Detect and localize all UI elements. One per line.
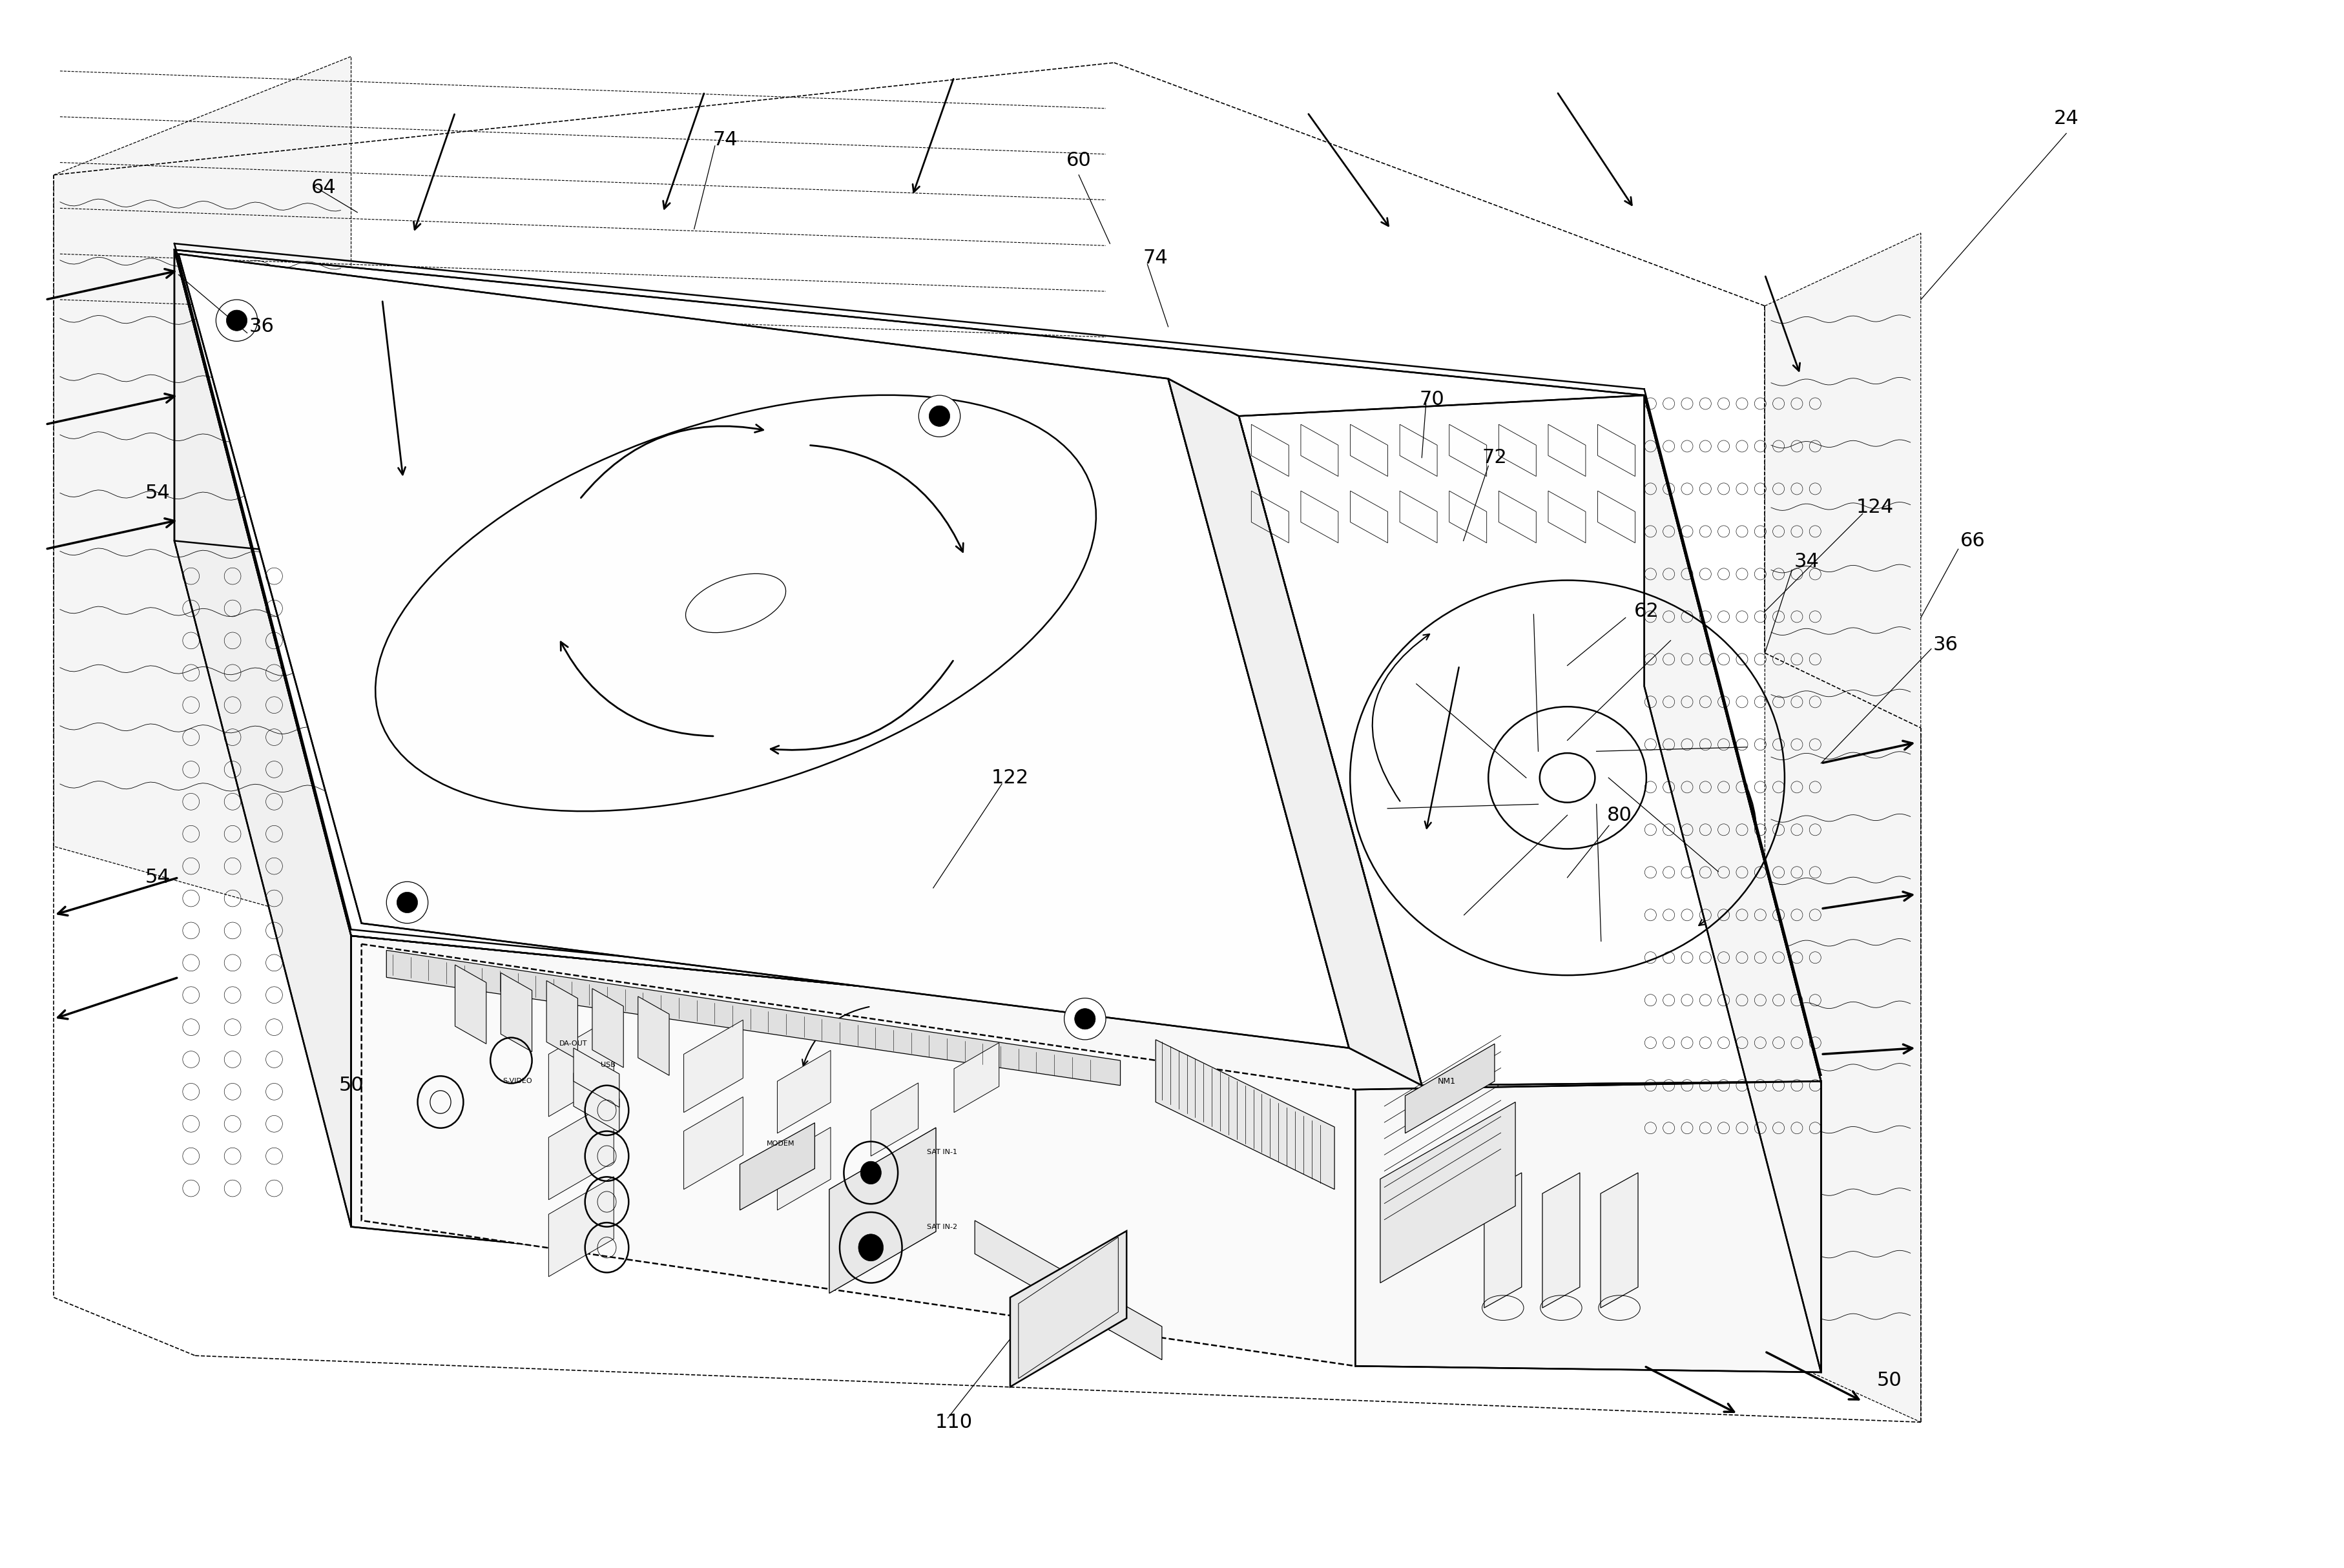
Ellipse shape <box>860 1162 881 1184</box>
Text: 66: 66 <box>1960 532 1985 550</box>
Polygon shape <box>593 988 624 1068</box>
Polygon shape <box>830 1127 935 1294</box>
Polygon shape <box>548 1099 614 1200</box>
Polygon shape <box>173 249 1821 1082</box>
Text: 62: 62 <box>1634 602 1660 621</box>
Text: 50: 50 <box>1878 1372 1901 1389</box>
Circle shape <box>1064 999 1106 1040</box>
Text: 36: 36 <box>248 317 274 336</box>
Polygon shape <box>975 1220 1163 1359</box>
Polygon shape <box>574 1047 619 1107</box>
Text: 74: 74 <box>1144 249 1167 268</box>
Polygon shape <box>178 254 1348 1047</box>
Polygon shape <box>1643 395 1821 1372</box>
Text: 74: 74 <box>713 130 738 149</box>
Polygon shape <box>954 1043 999 1112</box>
Polygon shape <box>1484 1173 1521 1308</box>
Polygon shape <box>455 964 485 1044</box>
Text: 122: 122 <box>992 768 1029 787</box>
Text: 34: 34 <box>1793 552 1819 571</box>
Text: SAT IN-2: SAT IN-2 <box>926 1223 956 1229</box>
Text: 72: 72 <box>1481 448 1507 467</box>
Polygon shape <box>1355 1082 1821 1372</box>
Circle shape <box>919 395 961 437</box>
Text: 70: 70 <box>1420 390 1444 409</box>
Polygon shape <box>1010 1231 1125 1386</box>
Polygon shape <box>352 936 1821 1372</box>
Text: 60: 60 <box>1067 151 1090 169</box>
Circle shape <box>227 310 246 331</box>
Text: 80: 80 <box>1606 806 1631 825</box>
Polygon shape <box>574 1073 619 1132</box>
Text: 110: 110 <box>935 1413 973 1432</box>
Text: USB: USB <box>600 1062 614 1068</box>
Text: MODEM: MODEM <box>766 1140 795 1146</box>
Polygon shape <box>684 1019 743 1112</box>
Ellipse shape <box>858 1234 884 1261</box>
Polygon shape <box>1238 395 1821 1085</box>
Polygon shape <box>1542 1173 1580 1308</box>
Polygon shape <box>1156 1040 1334 1190</box>
Polygon shape <box>1601 1173 1638 1308</box>
Text: 24: 24 <box>2053 110 2079 129</box>
Polygon shape <box>1167 378 1420 1085</box>
Text: 54: 54 <box>145 869 171 887</box>
Polygon shape <box>173 249 352 1226</box>
Circle shape <box>216 299 258 342</box>
Polygon shape <box>638 996 668 1076</box>
Polygon shape <box>548 1176 614 1276</box>
Text: 124: 124 <box>1856 499 1894 517</box>
Circle shape <box>1074 1008 1095 1029</box>
Polygon shape <box>1765 234 1920 1422</box>
Polygon shape <box>1643 395 1821 1372</box>
Polygon shape <box>870 1083 919 1156</box>
Text: 54: 54 <box>145 483 171 502</box>
Text: 50: 50 <box>338 1076 363 1094</box>
Polygon shape <box>870 1151 919 1225</box>
Polygon shape <box>502 972 532 1052</box>
Polygon shape <box>741 1123 813 1210</box>
Text: 64: 64 <box>312 179 338 196</box>
Polygon shape <box>684 1098 743 1190</box>
Polygon shape <box>546 980 577 1060</box>
Polygon shape <box>548 1016 614 1116</box>
Text: S-VIDEO: S-VIDEO <box>502 1079 532 1085</box>
Text: SAT IN-1: SAT IN-1 <box>926 1149 956 1156</box>
Circle shape <box>387 881 429 924</box>
Polygon shape <box>361 944 1355 1366</box>
Polygon shape <box>387 950 1120 1085</box>
Polygon shape <box>1381 1102 1514 1283</box>
Text: NM1: NM1 <box>1437 1077 1456 1085</box>
Circle shape <box>396 892 417 913</box>
Polygon shape <box>54 56 352 930</box>
Polygon shape <box>778 1127 830 1210</box>
Text: 36: 36 <box>1934 635 1957 654</box>
Polygon shape <box>1404 1044 1493 1134</box>
Text: DA-OUT: DA-OUT <box>558 1041 586 1047</box>
Polygon shape <box>778 1051 830 1134</box>
Circle shape <box>928 406 949 426</box>
